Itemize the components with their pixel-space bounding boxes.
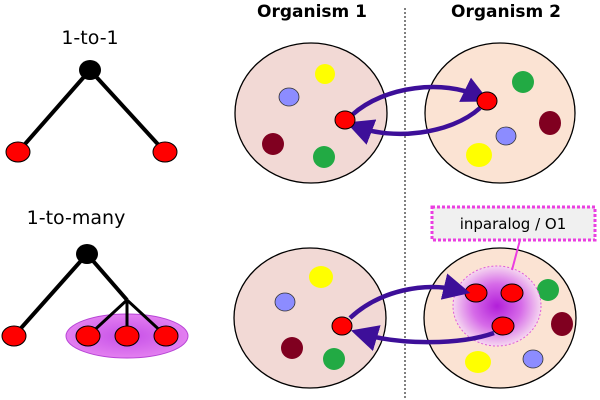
ortholog-pair-bottom	[331, 273, 495, 352]
tree-leaf-gene	[153, 325, 179, 347]
tree-root-node	[79, 60, 101, 80]
organism-1-genome	[234, 42, 388, 184]
tree-root-node	[76, 244, 98, 264]
organism-2-cell-bottom	[423, 247, 577, 389]
ortholog-arrow	[348, 273, 471, 320]
organism-2-label: Organism 2	[451, 2, 561, 22]
organism-1-cell-top	[234, 42, 388, 184]
gene-maroon	[551, 312, 573, 336]
one-to-many-label: 1-to-many	[27, 207, 126, 229]
tree-leaf-gene	[152, 141, 178, 163]
tree-leaf-gene	[75, 325, 101, 347]
inparalog-callout-label: inparalog / O1	[460, 215, 567, 233]
gene-green	[512, 71, 534, 93]
gene-yellow	[466, 143, 492, 167]
gene-green	[323, 348, 345, 370]
organism-1-label: Organism 1	[257, 2, 367, 22]
tree-branch	[88, 68, 167, 154]
one-to-one-tree	[5, 60, 178, 163]
tree-leaf-gene	[114, 325, 140, 347]
organism-1-cell-bottom	[233, 247, 387, 389]
organism-1-genome	[233, 247, 387, 389]
gene-yellow	[309, 266, 333, 288]
tree-leaf-gene	[1, 325, 27, 347]
organism-2-cell-top	[424, 42, 576, 184]
gene-maroon	[281, 337, 303, 359]
gene-yellow	[315, 64, 335, 84]
gene-blue	[274, 292, 296, 312]
gene-blue	[522, 349, 544, 369]
gene-maroon	[539, 111, 561, 135]
tree-branch	[12, 252, 89, 338]
gene-maroon	[262, 133, 284, 155]
inparalog-gene	[500, 283, 524, 303]
gene-blue	[495, 126, 517, 146]
ortholog-pair-top	[334, 77, 498, 145]
gene-blue	[278, 87, 300, 107]
callout-box	[430, 205, 597, 242]
inparalog-callout: inparalog / O1	[430, 205, 597, 271]
inparalog-gene	[464, 283, 488, 303]
one-to-many-tree	[1, 244, 189, 359]
ortholog-arrow	[346, 106, 482, 145]
ortholog-gene	[476, 91, 498, 111]
ortholog-arrow	[350, 325, 495, 352]
ortholog-gene	[334, 110, 356, 130]
gene-green	[537, 279, 559, 301]
tree-leaf-gene	[5, 141, 31, 163]
one-to-one-label: 1-to-1	[61, 27, 118, 49]
ortholog-gene	[331, 316, 353, 336]
tree-branch	[16, 68, 92, 154]
callout-leader	[511, 239, 521, 271]
inparalog-gene	[491, 316, 515, 336]
gene-green	[313, 146, 335, 168]
gene-yellow	[465, 351, 491, 373]
ortholog-arrow	[350, 77, 490, 117]
